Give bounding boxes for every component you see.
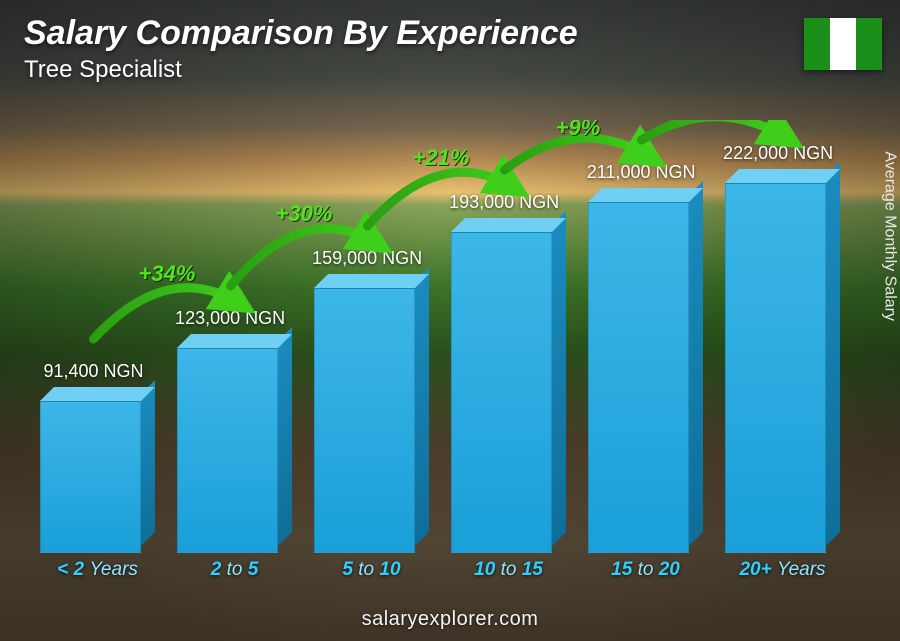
x-axis-label: 15 to 20 xyxy=(588,559,703,581)
page-title: Salary Comparison By Experience xyxy=(24,14,578,53)
bar-value-label: 211,000 NGN xyxy=(587,162,696,183)
bar-side xyxy=(141,380,155,546)
bar-3d: 211,000 NGN xyxy=(588,202,703,553)
bar-top xyxy=(177,334,292,348)
bar-top xyxy=(314,274,429,288)
bar-front xyxy=(40,401,141,553)
flag-stripe xyxy=(830,18,856,70)
bar-top xyxy=(451,218,566,232)
bar-value-label: 123,000 NGN xyxy=(175,308,285,329)
bar-3d: 123,000 NGN xyxy=(177,348,292,553)
bar-front xyxy=(451,232,552,553)
x-axis-label: 5 to 10 xyxy=(314,559,429,581)
bar: 211,000 NGN xyxy=(588,202,703,553)
country-flag-icon xyxy=(804,18,882,70)
bar-3d: 91,400 NGN xyxy=(40,401,155,553)
salary-bar-chart: 91,400 NGN123,000 NGN159,000 NGN193,000 … xyxy=(30,120,850,581)
bar-front xyxy=(725,183,826,553)
bar-3d: 159,000 NGN xyxy=(314,288,429,553)
x-axis-label: 2 to 5 xyxy=(177,559,292,581)
bar-value-label: 159,000 NGN xyxy=(312,248,422,269)
bar: 222,000 NGN xyxy=(725,183,840,553)
bar: 91,400 NGN xyxy=(40,401,155,553)
x-axis-label: < 2 Years xyxy=(40,559,155,581)
bar-front xyxy=(314,288,415,553)
infographic-stage: Salary Comparison By Experience Tree Spe… xyxy=(0,0,900,641)
bar: 193,000 NGN xyxy=(451,232,566,553)
bar-top xyxy=(725,169,840,183)
page-subtitle: Tree Specialist xyxy=(24,56,182,84)
bar-front xyxy=(177,348,278,553)
bar-side xyxy=(278,327,292,546)
bar: 159,000 NGN xyxy=(314,288,429,553)
bar-3d: 222,000 NGN xyxy=(725,183,840,553)
bar-front xyxy=(588,202,689,553)
footer-credit: salaryexplorer.com xyxy=(0,608,900,631)
bar-top xyxy=(40,387,155,401)
y-axis-label: Average Monthly Salary xyxy=(881,151,899,321)
bar-side xyxy=(689,181,703,546)
flag-stripe xyxy=(856,18,882,70)
bar-value-label: 193,000 NGN xyxy=(449,192,559,213)
x-axis-labels: < 2 Years 2 to 5 5 to 10 10 to 15 15 to 20 20… xyxy=(30,559,850,581)
bar-value-label: 91,400 NGN xyxy=(43,361,143,382)
bar-side xyxy=(826,162,840,546)
bar-value-label: 222,000 NGN xyxy=(723,143,833,164)
flag-stripe xyxy=(804,18,830,70)
bar-container: 91,400 NGN123,000 NGN159,000 NGN193,000 … xyxy=(30,120,850,553)
bar-side xyxy=(552,211,566,546)
x-axis-label: 20+ Years xyxy=(725,559,840,581)
bar-top xyxy=(588,188,703,202)
bar-side xyxy=(415,267,429,546)
x-axis-label: 10 to 15 xyxy=(451,559,566,581)
bar: 123,000 NGN xyxy=(177,348,292,553)
bar-3d: 193,000 NGN xyxy=(451,232,566,553)
